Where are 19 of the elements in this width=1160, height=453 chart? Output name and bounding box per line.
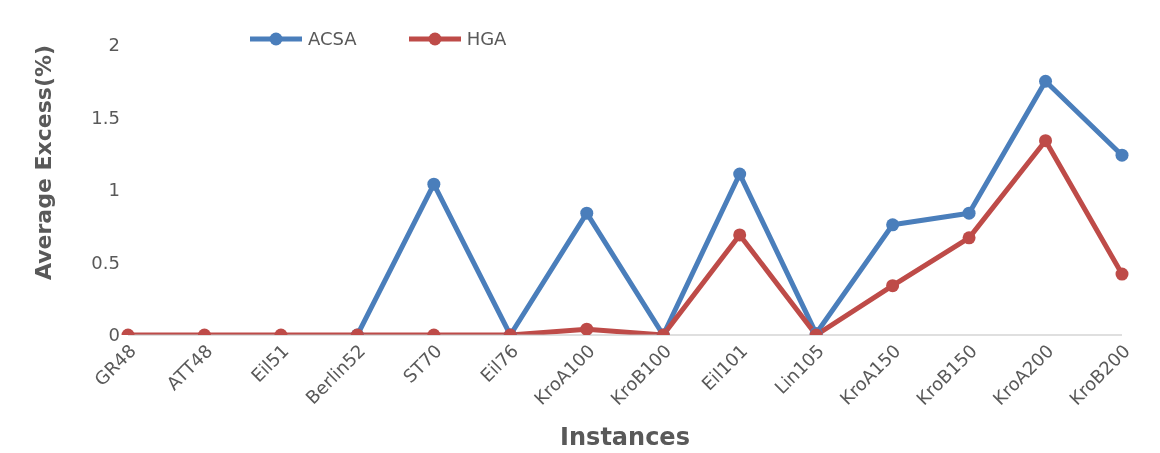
- point: [1115, 148, 1129, 162]
- legend-label: HGA: [466, 28, 507, 49]
- x-axis-title: Instances: [560, 423, 690, 451]
- y-tick-label: 1.5: [91, 106, 120, 128]
- y-axis-title: Average Excess(%): [30, 44, 56, 280]
- point: [962, 231, 976, 245]
- point: [733, 228, 747, 242]
- point: [886, 218, 900, 232]
- point: [427, 177, 441, 191]
- point: [962, 206, 976, 220]
- point: [733, 167, 747, 181]
- y-tick-label: 0.5: [91, 251, 120, 273]
- legend-label: ACSA: [308, 28, 357, 49]
- y-tick-label: 2: [108, 34, 120, 56]
- point: [1039, 134, 1053, 148]
- y-tick-label: 0: [108, 324, 120, 346]
- y-tick-label: 1: [108, 179, 120, 201]
- point: [580, 206, 594, 220]
- point: [1115, 267, 1129, 281]
